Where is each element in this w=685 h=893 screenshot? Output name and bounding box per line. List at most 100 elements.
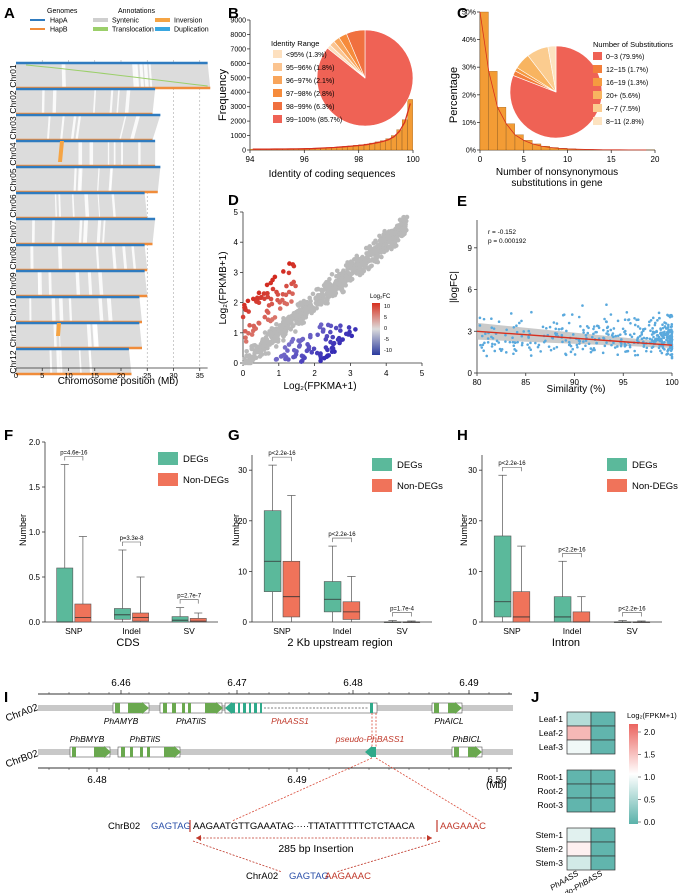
d-point-up (275, 292, 281, 297)
d-point-down (302, 355, 307, 361)
e-point (586, 331, 590, 335)
f-box (114, 608, 131, 620)
synteny-gap (48, 271, 52, 296)
chrom-label-chr10: Chr10 (8, 298, 18, 321)
e-point (651, 327, 654, 330)
heatmap-cell (566, 739, 592, 755)
chrom-label-chr08: Chr08 (8, 246, 18, 269)
d-point (272, 334, 277, 340)
e-point (660, 351, 664, 355)
d-point (244, 353, 249, 359)
chrb02-tick-label: 6.48 (87, 775, 107, 786)
e-point (620, 338, 623, 341)
d-point-up (243, 335, 248, 340)
synteny-gap (98, 297, 104, 322)
h-legend-nondegs-swatch (607, 479, 627, 492)
g-box (282, 560, 301, 618)
e-point (490, 326, 494, 329)
a-tick-label: 30 (169, 371, 177, 380)
chra02-ticks: 6.46 6.47 6.48 6.49 (48, 678, 510, 694)
e-point (651, 316, 655, 320)
g-pvalue-bracket (392, 612, 412, 617)
e-point (636, 325, 640, 328)
e-point (650, 346, 654, 349)
e-point (587, 342, 591, 346)
f-legend-nondegs-label: Non-DEGs (183, 475, 229, 486)
heatmap-cell (566, 855, 592, 871)
d-point (273, 344, 279, 349)
b-bar (401, 119, 408, 151)
d-point (355, 262, 361, 267)
g-pvalue: p=1.7e-4 (390, 606, 415, 612)
e-point (555, 322, 559, 325)
b-legend-label: 95~96% (1.8%) (286, 65, 334, 72)
e-point (516, 340, 519, 344)
j-cbar-tick-label: 0.5 (644, 796, 656, 805)
f-ytick-label: 1.0 (29, 528, 41, 537)
panel-letter-h: H (457, 427, 468, 444)
c-xtick-label: 15 (607, 155, 616, 164)
e-point (555, 345, 559, 349)
panel-b-xlabel: Identity of coding sequences (269, 169, 396, 180)
synteny-gap (107, 141, 110, 166)
d-cbar-tick: 10 (384, 304, 390, 310)
synteny-band-chr11 (16, 323, 142, 348)
h-box (553, 596, 572, 623)
e-point (526, 343, 529, 346)
e-point (573, 353, 577, 356)
d-point (308, 298, 313, 304)
gene-phbmyb (69, 746, 111, 758)
d-point-down (300, 336, 306, 342)
chrom-label-chr09: Chr09 (8, 272, 18, 295)
g-legend-nondegs-swatch (372, 479, 392, 492)
synteny-gap (71, 193, 75, 218)
panel-d-colorbar: 10 5 0 -5 -10 (372, 303, 392, 355)
e-point (595, 330, 598, 334)
e-point (666, 325, 670, 329)
e-point (603, 317, 606, 321)
e-point (593, 348, 596, 352)
g-box (263, 510, 282, 592)
d-point-up (256, 320, 261, 326)
e-point (670, 338, 674, 342)
d-point-down (307, 334, 313, 340)
c-bar (523, 140, 533, 151)
c-bar (514, 134, 524, 151)
gene-phaicl (431, 702, 463, 714)
d-point-down (326, 353, 332, 358)
c-legend-swatch (593, 104, 602, 112)
d-point (310, 291, 316, 297)
h-pvalue: p<2.2e-16 (618, 606, 646, 612)
panel-e-ylabel: |logFC| (449, 271, 460, 303)
d-point (295, 308, 301, 314)
d-point-down (340, 337, 345, 342)
h-box (572, 611, 591, 623)
heatmap-cell (590, 841, 616, 857)
seq-chrb02-label: ChrB02 (108, 821, 140, 832)
e-point (629, 321, 632, 325)
synteny-gap (51, 297, 56, 322)
synteny-gap (96, 167, 100, 192)
e-point (530, 310, 533, 314)
d-point (313, 300, 319, 306)
b-bar (380, 140, 386, 151)
synteny-gap (121, 141, 123, 166)
e-point (584, 339, 588, 342)
d-point-down (347, 329, 352, 335)
d-ytick-label: 2 (234, 299, 239, 308)
d-point-down (286, 342, 292, 347)
a-tick-label: 5 (40, 371, 44, 380)
d-point (278, 330, 284, 336)
e-point (590, 335, 594, 339)
e-point (584, 334, 588, 337)
d-point (357, 258, 363, 263)
e-point (657, 311, 661, 315)
e-point (582, 328, 585, 332)
e-point (555, 332, 559, 336)
h-xtick-label: SNP (503, 626, 521, 636)
a-tick-label: 10 (64, 371, 72, 380)
panel-letter-d: D (228, 192, 239, 209)
e-point (490, 317, 493, 321)
d-point (340, 282, 346, 287)
e-point (565, 329, 568, 333)
